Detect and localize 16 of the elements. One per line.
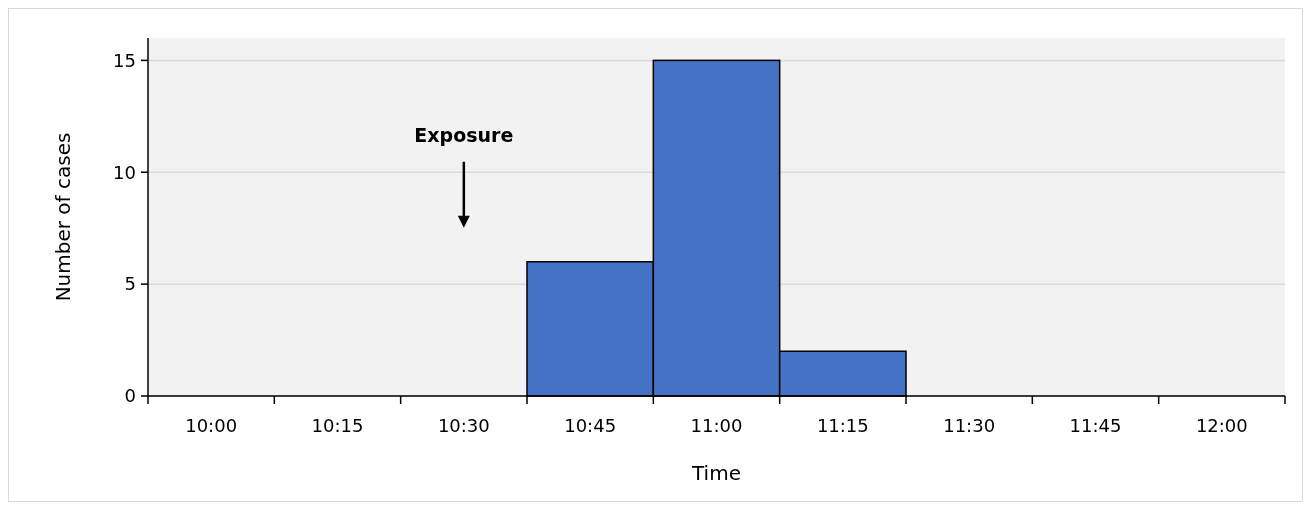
x-tick-label: 11:00 bbox=[690, 415, 743, 436]
x-tick-label: 10:30 bbox=[437, 415, 490, 436]
y-tick-label: 15 bbox=[113, 49, 136, 71]
annotation: Exposure bbox=[414, 123, 514, 146]
x-axis-title: Time bbox=[691, 461, 741, 485]
x-tick-label: 11:15 bbox=[816, 415, 869, 436]
y-tick-label: 10 bbox=[113, 161, 136, 183]
x-tick-label: 10:15 bbox=[311, 415, 364, 436]
y-axis-title: Number of cases bbox=[51, 132, 75, 302]
x-tick-label: 12:00 bbox=[1195, 415, 1248, 436]
y-tick-label: 5 bbox=[124, 273, 136, 295]
x-tick-label: 11:30 bbox=[943, 415, 996, 436]
y-tick-label: 0 bbox=[124, 385, 136, 407]
x-tick-label: 10:45 bbox=[564, 415, 617, 436]
x-tick-label: 11:45 bbox=[1069, 415, 1122, 436]
x-tick-label: 10:00 bbox=[185, 415, 238, 436]
